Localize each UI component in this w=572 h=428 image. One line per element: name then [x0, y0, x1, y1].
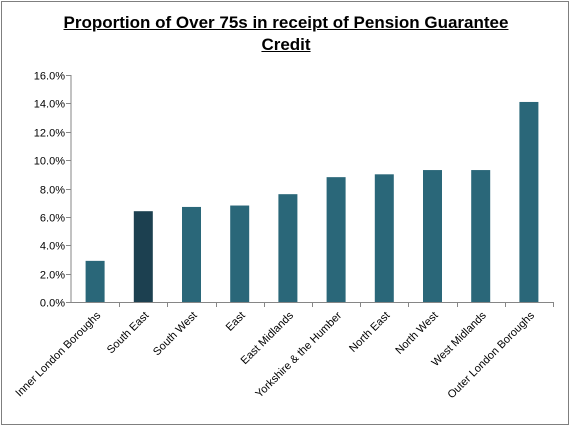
bar	[182, 206, 201, 302]
y-tick-label: 4.0%	[40, 241, 65, 253]
bar	[230, 205, 250, 302]
y-tick-label: 6.0%	[40, 213, 65, 225]
x-tick-label: Yorkshire & the Humber	[253, 309, 344, 400]
x-tick-label: East	[224, 310, 248, 334]
y-tick-label: 0.0%	[40, 298, 65, 310]
x-axis: Inner London Boroughs South East South Wes…	[13, 302, 554, 401]
bar	[85, 260, 105, 302]
x-tick-label: South West	[151, 310, 200, 359]
y-tick-label: 12.0%	[34, 128, 65, 140]
bar	[326, 177, 346, 302]
y-tick-label: 2.0%	[40, 270, 65, 282]
y-axis: 0.0% 2.0% 4.0% 6.0% 8.0% 10.0% 12.0% 14.0% 16.0%	[34, 71, 72, 310]
x-tick-label: North East	[347, 310, 392, 355]
bar	[374, 174, 394, 302]
x-tick-label: North West	[393, 310, 440, 357]
y-tick-label: 8.0%	[40, 185, 65, 197]
y-tick-label: 14.0%	[34, 99, 65, 111]
y-tick-label: 16.0%	[34, 71, 65, 83]
x-tick-label: Inner London Boroughs	[13, 309, 103, 399]
bar	[519, 101, 539, 302]
bar	[133, 211, 153, 302]
bar	[423, 170, 442, 302]
bar	[278, 194, 298, 302]
x-tick-label: South East	[105, 310, 152, 357]
bars	[85, 101, 539, 302]
chart-title: Proportion of Over 75s in receipt of Pen…	[63, 13, 509, 54]
y-tick-label: 10.0%	[34, 156, 65, 168]
bar	[471, 170, 491, 302]
x-tick-label: Outer London Boroughs	[446, 309, 538, 401]
